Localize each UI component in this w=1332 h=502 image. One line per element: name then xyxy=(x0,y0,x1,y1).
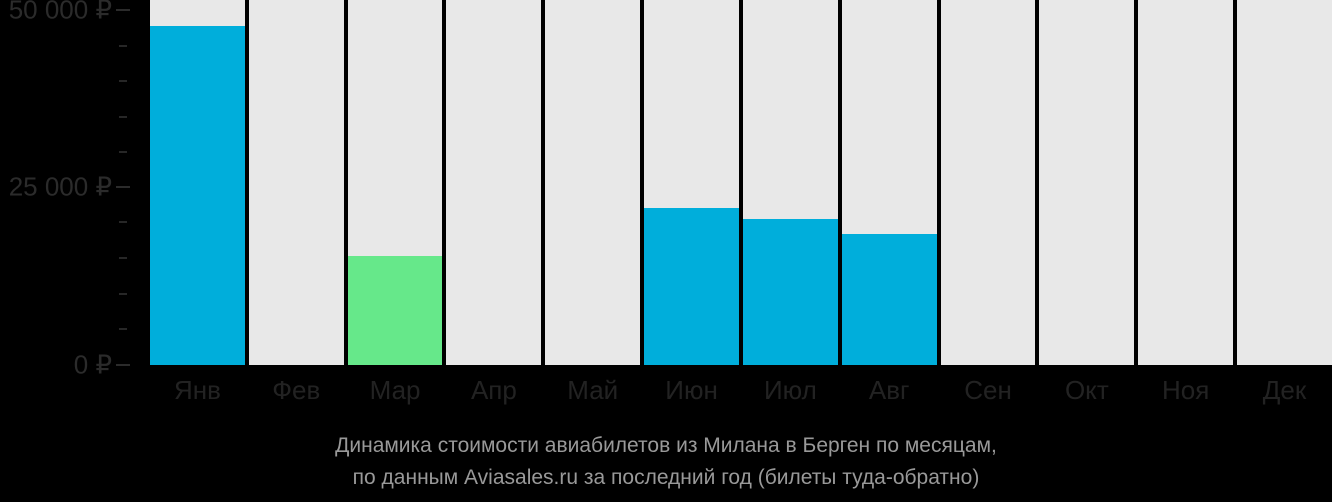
bar-slot-sep[interactable] xyxy=(941,0,1036,365)
y-tick-25000 xyxy=(116,186,130,188)
bar-slot-mar[interactable] xyxy=(348,0,443,365)
month-label-mar[interactable]: Мар xyxy=(348,375,443,415)
bar-fill-mar[interactable] xyxy=(348,256,443,366)
month-label-sep[interactable]: Сен xyxy=(941,375,1036,415)
bar-fill-jul[interactable] xyxy=(743,219,838,365)
y-tick-minor-30000 xyxy=(119,151,127,153)
bar-slot-jul[interactable] xyxy=(743,0,838,365)
bar-slot-feb[interactable] xyxy=(249,0,344,365)
bar-chart-container: 50 000 ₽ 25 000 ₽ 0 ₽ xyxy=(0,0,1332,502)
caption-line-1: Динамика стоимости авиабилетов из Милана… xyxy=(0,430,1332,462)
bar-track-may xyxy=(545,0,640,365)
bar-fill-jan[interactable] xyxy=(150,26,245,365)
y-tick-minor-40000 xyxy=(119,80,127,82)
chart-caption: Динамика стоимости авиабилетов из Милана… xyxy=(0,430,1332,494)
month-label-jul[interactable]: Июл xyxy=(743,375,838,415)
y-tick-50000 xyxy=(116,9,130,11)
bar-slot-jun[interactable] xyxy=(644,0,739,365)
month-label-dec[interactable]: Дек xyxy=(1237,375,1332,415)
bar-track-apr xyxy=(446,0,541,365)
bar-slot-dec[interactable] xyxy=(1237,0,1332,365)
month-label-nov[interactable]: Ноя xyxy=(1138,375,1233,415)
y-axis-label-50000: 50 000 ₽ xyxy=(9,0,112,26)
bars-row xyxy=(150,0,1332,365)
bar-slot-may[interactable] xyxy=(545,0,640,365)
bar-slot-apr[interactable] xyxy=(446,0,541,365)
y-tick-minor-5000 xyxy=(119,328,127,330)
y-tick-minor-35000 xyxy=(119,116,127,118)
y-tick-minor-15000 xyxy=(119,257,127,259)
y-tick-minor-45000 xyxy=(119,45,127,47)
bar-track-nov xyxy=(1138,0,1233,365)
month-label-aug[interactable]: Авг xyxy=(842,375,937,415)
bar-slot-aug[interactable] xyxy=(842,0,937,365)
month-label-feb[interactable]: Фев xyxy=(249,375,344,415)
month-labels-row: Янв Фев Мар Апр Май Июн Июл Авг Сен Окт … xyxy=(150,375,1332,415)
bar-slot-jan[interactable] xyxy=(150,0,245,365)
month-label-apr[interactable]: Апр xyxy=(446,375,541,415)
bar-fill-jun[interactable] xyxy=(644,208,739,365)
bar-slot-oct[interactable] xyxy=(1039,0,1134,365)
bar-track-dec xyxy=(1237,0,1332,365)
bar-fill-aug[interactable] xyxy=(842,234,937,365)
y-axis-labels: 50 000 ₽ 25 000 ₽ 0 ₽ xyxy=(0,0,150,365)
bar-track-sep xyxy=(941,0,1036,365)
y-tick-0 xyxy=(116,364,130,366)
month-label-may[interactable]: Май xyxy=(545,375,640,415)
caption-line-2: по данным Aviasales.ru за последний год … xyxy=(0,462,1332,494)
y-axis-label-0: 0 ₽ xyxy=(74,350,112,381)
bar-track-feb xyxy=(249,0,344,365)
month-label-oct[interactable]: Окт xyxy=(1039,375,1134,415)
month-label-jan[interactable]: Янв xyxy=(150,375,245,415)
bar-slot-nov[interactable] xyxy=(1138,0,1233,365)
month-label-jun[interactable]: Июн xyxy=(644,375,739,415)
y-axis-label-25000: 25 000 ₽ xyxy=(9,172,112,203)
bar-track-oct xyxy=(1039,0,1134,365)
y-tick-minor-20000 xyxy=(119,221,127,223)
y-tick-minor-10000 xyxy=(119,293,127,295)
